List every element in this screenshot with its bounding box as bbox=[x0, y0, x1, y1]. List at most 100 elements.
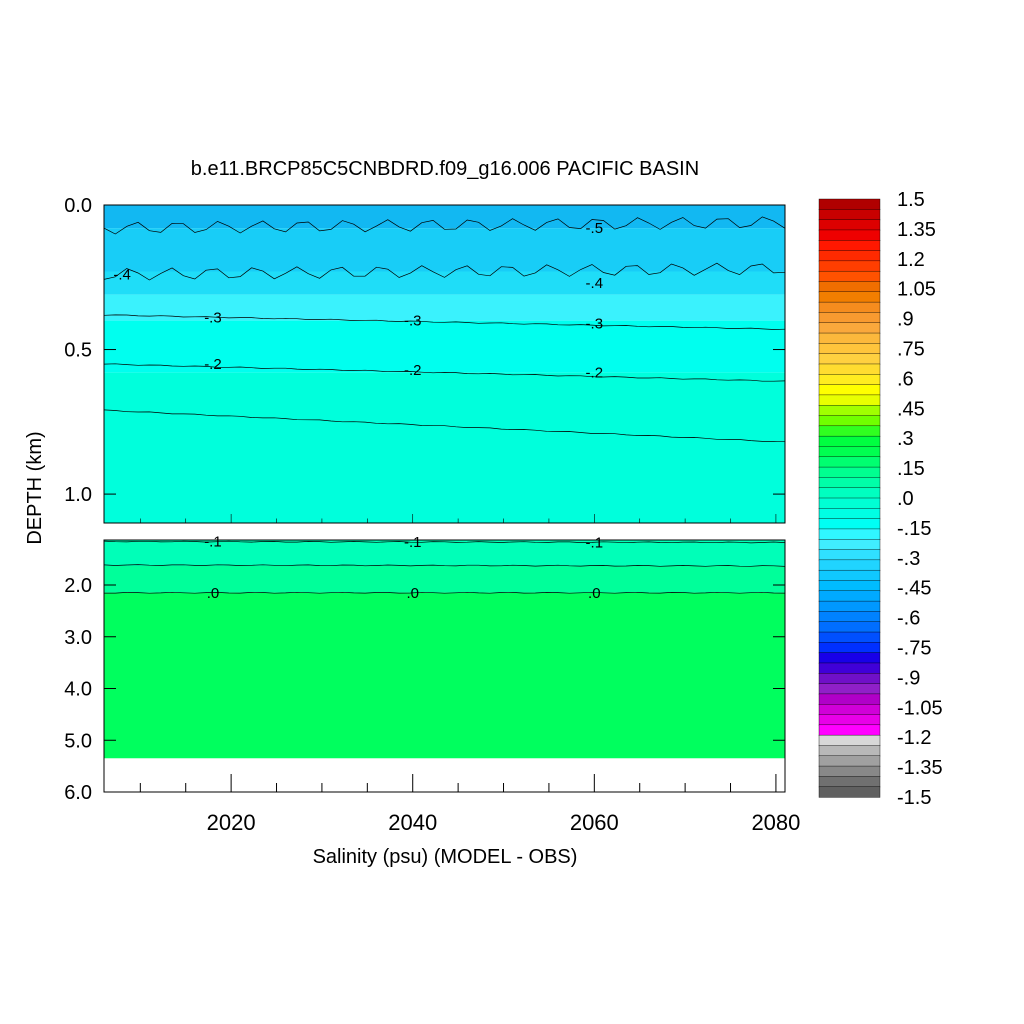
y-tick-label: 0.0 bbox=[64, 195, 92, 217]
x-tick-label: 2020 bbox=[207, 810, 256, 835]
colorbar-label: -1.35 bbox=[897, 757, 943, 779]
upper-panel-contours bbox=[104, 216, 785, 443]
colorbar-swatch bbox=[818, 683, 881, 695]
colorbar-swatch bbox=[818, 776, 881, 788]
colorbar-swatch bbox=[818, 528, 881, 540]
colorbar-swatch bbox=[818, 539, 881, 551]
contour-label: -.5 bbox=[586, 220, 604, 237]
colorbar-swatch bbox=[818, 745, 881, 757]
colorbar-label: .0 bbox=[897, 488, 914, 510]
colorbar-swatch bbox=[818, 724, 881, 736]
colorbar-swatch bbox=[818, 322, 881, 334]
colorbar-swatch bbox=[818, 631, 881, 643]
colorbar-swatch bbox=[818, 487, 881, 499]
colorbar-swatch bbox=[818, 714, 881, 726]
colorbar-label: .6 bbox=[897, 368, 914, 390]
contour-band bbox=[104, 320, 785, 373]
colorbar-label: .75 bbox=[897, 339, 925, 361]
colorbar-swatch bbox=[818, 518, 881, 530]
colorbar-swatch bbox=[818, 559, 881, 571]
lower-panel-fill bbox=[104, 540, 785, 792]
colorbar-label: 1.35 bbox=[897, 219, 936, 241]
colorbar-swatch bbox=[818, 332, 881, 344]
contour-line bbox=[104, 564, 785, 567]
y-tick-label: 3.0 bbox=[64, 627, 92, 649]
contour-label: .0 bbox=[207, 585, 220, 602]
contour-band bbox=[104, 228, 785, 272]
colorbar-swatch bbox=[818, 497, 881, 509]
colorbar-swatch bbox=[818, 704, 881, 716]
colorbar-swatch bbox=[818, 765, 881, 777]
colorbar-label: -.9 bbox=[897, 667, 920, 689]
x-tick-label: 2040 bbox=[388, 810, 437, 835]
contour-band bbox=[104, 294, 785, 321]
contour-line bbox=[104, 216, 785, 235]
colorbar-swatch bbox=[818, 374, 881, 386]
contour-line bbox=[104, 363, 785, 382]
y-tick-label: 2.0 bbox=[64, 575, 92, 597]
colorbar-swatch bbox=[818, 270, 881, 283]
colorbar-swatch bbox=[818, 250, 881, 262]
contour-labels: -.5 -.4 -.4 -.3 -.3 -.3 -.2 -.2 -.2 -.1 -.1 -.1 .0 .0… bbox=[113, 220, 604, 602]
contour-line bbox=[104, 409, 785, 443]
colorbar-swatch bbox=[818, 384, 881, 396]
contour-label: -.2 bbox=[586, 365, 604, 382]
colorbar-swatch bbox=[818, 260, 881, 272]
colorbar-swatch bbox=[818, 343, 881, 355]
y-axis-label: DEPTH (km) bbox=[24, 431, 46, 544]
colorbar-label: .3 bbox=[897, 428, 914, 450]
colorbar-swatch bbox=[818, 198, 881, 210]
y-axis: 0.0 0.5 1.0 2.0 3.0 4.0 5.0 6.0 bbox=[64, 195, 785, 804]
colorbar-swatch bbox=[818, 508, 881, 520]
y-tick-label: 0.5 bbox=[64, 340, 92, 362]
colorbar: 1.5 1.35 1.2 1.05 .9 .75 .6 .45 .3 .15 .0 -.15 -.3 -.… bbox=[818, 189, 943, 809]
colorbar-swatch bbox=[818, 580, 881, 592]
colorbar-swatch bbox=[818, 734, 881, 747]
x-tick-label: 2060 bbox=[570, 810, 619, 835]
colorbar-swatch bbox=[818, 456, 881, 468]
no-data-region bbox=[104, 758, 785, 792]
contour-label: -.2 bbox=[204, 356, 222, 373]
colorbar-swatch bbox=[818, 786, 881, 798]
colorbar-label: .15 bbox=[897, 458, 925, 480]
colorbar-label: -1.05 bbox=[897, 697, 943, 719]
colorbar-swatch bbox=[818, 229, 881, 241]
contour-label: -.3 bbox=[404, 313, 422, 330]
contour-band bbox=[104, 372, 785, 523]
colorbar-swatch bbox=[818, 415, 881, 427]
contour-label: -.2 bbox=[404, 362, 422, 379]
colorbar-label: .9 bbox=[897, 309, 914, 331]
lower-panel-contours bbox=[104, 540, 785, 594]
colorbar-swatch bbox=[818, 425, 881, 437]
colorbar-swatch bbox=[818, 209, 881, 221]
colorbar-label: 1.5 bbox=[897, 189, 925, 211]
colorbar-swatch bbox=[818, 549, 881, 561]
lower-panel-frame bbox=[103, 539, 786, 793]
colorbar-label: -.75 bbox=[897, 638, 931, 660]
colorbar-label: -.45 bbox=[897, 578, 931, 600]
colorbar-swatch bbox=[818, 240, 881, 252]
colorbar-swatch bbox=[818, 301, 881, 314]
colorbar-swatch bbox=[818, 466, 881, 478]
y-tick-label: 1.0 bbox=[64, 484, 92, 506]
contour-label: -.1 bbox=[404, 534, 422, 551]
contour-line bbox=[104, 540, 785, 544]
contour-label: .0 bbox=[588, 585, 601, 602]
contour-band bbox=[104, 205, 785, 229]
contour-label: .0 bbox=[406, 585, 419, 602]
contour-band bbox=[104, 271, 785, 295]
colorbar-label: -.6 bbox=[897, 608, 920, 630]
colorbar-swatch bbox=[818, 673, 881, 685]
colorbar-label: 1.05 bbox=[897, 279, 936, 301]
colorbar-label: -.15 bbox=[897, 518, 931, 540]
contour-line bbox=[104, 262, 785, 281]
colorbar-swatch bbox=[818, 477, 881, 489]
x-axis-label: Salinity (psu) (MODEL - OBS) bbox=[313, 846, 578, 868]
colorbar-swatch bbox=[818, 611, 881, 623]
contour-band bbox=[104, 592, 785, 759]
colorbar-swatch bbox=[818, 219, 881, 231]
colorbar-label: -.3 bbox=[897, 548, 920, 570]
contour-line bbox=[104, 314, 785, 330]
contour-label: -.1 bbox=[586, 535, 604, 552]
colorbar-swatch bbox=[818, 394, 881, 406]
